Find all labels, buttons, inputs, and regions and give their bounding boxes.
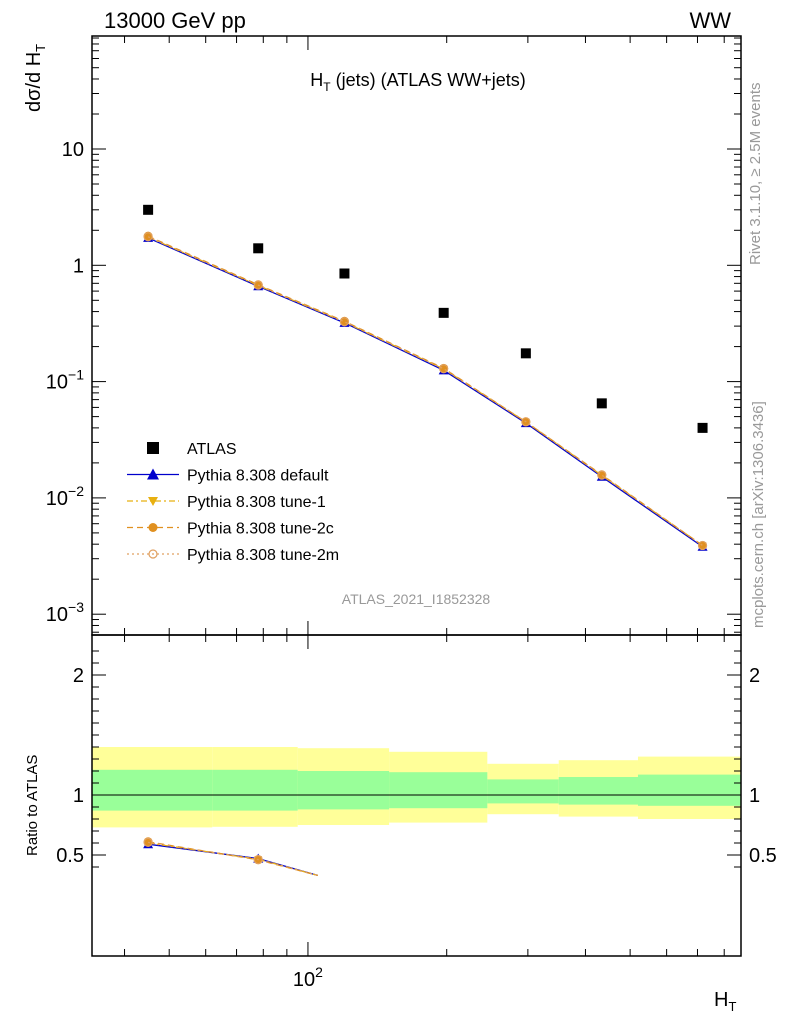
legend-label: Pythia 8.308 default — [187, 468, 329, 485]
data-point-tune-2m — [521, 417, 531, 427]
ratio-series-line — [148, 842, 318, 877]
legend-label: ATLAS — [187, 441, 237, 458]
ratio-point-tune-2m — [143, 837, 153, 848]
legend-marker — [147, 442, 159, 454]
data-point-atlas — [253, 243, 264, 254]
y-tick-label: 10−3 — [46, 599, 84, 626]
x-axis-label: HT — [714, 989, 736, 1014]
ratio-frame — [91, 634, 742, 957]
ratio-tick-label-right: 2 — [749, 665, 760, 687]
data-point-tune-2m — [439, 364, 449, 374]
legend-marker — [147, 468, 159, 480]
ratio-series-line — [148, 841, 318, 877]
ratio-tick-label-left: 2 — [73, 665, 84, 687]
ratio-series-group — [143, 837, 318, 877]
y-tick-label: 10 — [62, 139, 84, 161]
uncertainty-band-inner — [212, 769, 298, 811]
side-label-mcplots: mcplots.cern.ch [arXiv:1306.3436] — [750, 401, 767, 628]
legend-label: Pythia 8.308 tune-1 — [187, 494, 326, 511]
data-point-atlas — [697, 422, 708, 433]
data-point-tune-2m — [253, 280, 263, 290]
uncertainty-band-inner — [92, 769, 213, 811]
legend-marker — [148, 549, 158, 559]
main-frame — [91, 35, 742, 636]
y-tick-label: 10−2 — [46, 483, 84, 510]
data-point-atlas — [143, 204, 154, 215]
ratio-tick-label-left: 0.5 — [56, 845, 84, 867]
data-point-tune-2m — [339, 317, 350, 327]
data-point-atlas — [596, 398, 607, 409]
main-title: HT (jets) (ATLAS WW+jets) — [310, 70, 526, 94]
data-point-atlas — [520, 348, 531, 359]
ratio-series-line — [148, 843, 318, 877]
data-point-tune-2c — [698, 540, 708, 550]
data-point-tune-2c — [339, 316, 349, 326]
side-label-rivet: Rivet 3.1.10, ≥ 2.5M events — [747, 83, 764, 266]
y-axis-label-main: dσ/d HT — [23, 44, 48, 112]
uncertainty-band-inner — [637, 774, 741, 806]
data-point-tune-2m — [697, 540, 708, 551]
uncertainty-band-inner — [297, 771, 390, 810]
y-tick-label: 10−1 — [46, 367, 84, 394]
legend-label: Pythia 8.308 tune-2m — [187, 547, 339, 564]
ratio-tick-label-right: 0.5 — [749, 845, 777, 867]
data-point-tune-2m — [143, 232, 153, 242]
series-line — [147, 236, 703, 546]
ratio-tick-label-left: 1 — [73, 785, 84, 807]
ratio-panel: 2 2 1 1 0.5 0.5 102 Ratio to ATLAS HT — [24, 634, 777, 1014]
data-point-tune-2m — [597, 470, 607, 480]
data-point-tune-2c — [597, 470, 607, 480]
uncertainty-band-inner — [389, 772, 488, 809]
header-right: WW — [689, 8, 731, 33]
y-axis-label-ratio: Ratio to ATLAS — [24, 755, 41, 856]
legend: ATLAS Pythia 8.308 default Pythia 8.308 tu… — [127, 441, 339, 564]
legend-marker — [148, 523, 158, 532]
main-panel: HT (jets) (ATLAS WW+jets) dσ/d HT ATLAS_… — [23, 35, 742, 636]
header-left: 13000 GeV pp — [104, 8, 246, 33]
uncertainty-band-inner — [558, 777, 638, 805]
uncertainty-band-inner — [487, 779, 559, 804]
legend-marker — [148, 497, 158, 506]
data-point-atlas — [339, 268, 350, 279]
ratio-point-tune-2m — [253, 854, 263, 865]
legend-label: Pythia 8.308 tune-2c — [187, 521, 334, 538]
watermark: ATLAS_2021_I1852328 — [342, 591, 491, 607]
ratio-tick-label-right: 1 — [749, 785, 760, 807]
y-tick-label: 1 — [73, 255, 84, 277]
data-point-atlas — [438, 307, 449, 318]
x-tick-label: 102 — [293, 964, 323, 991]
